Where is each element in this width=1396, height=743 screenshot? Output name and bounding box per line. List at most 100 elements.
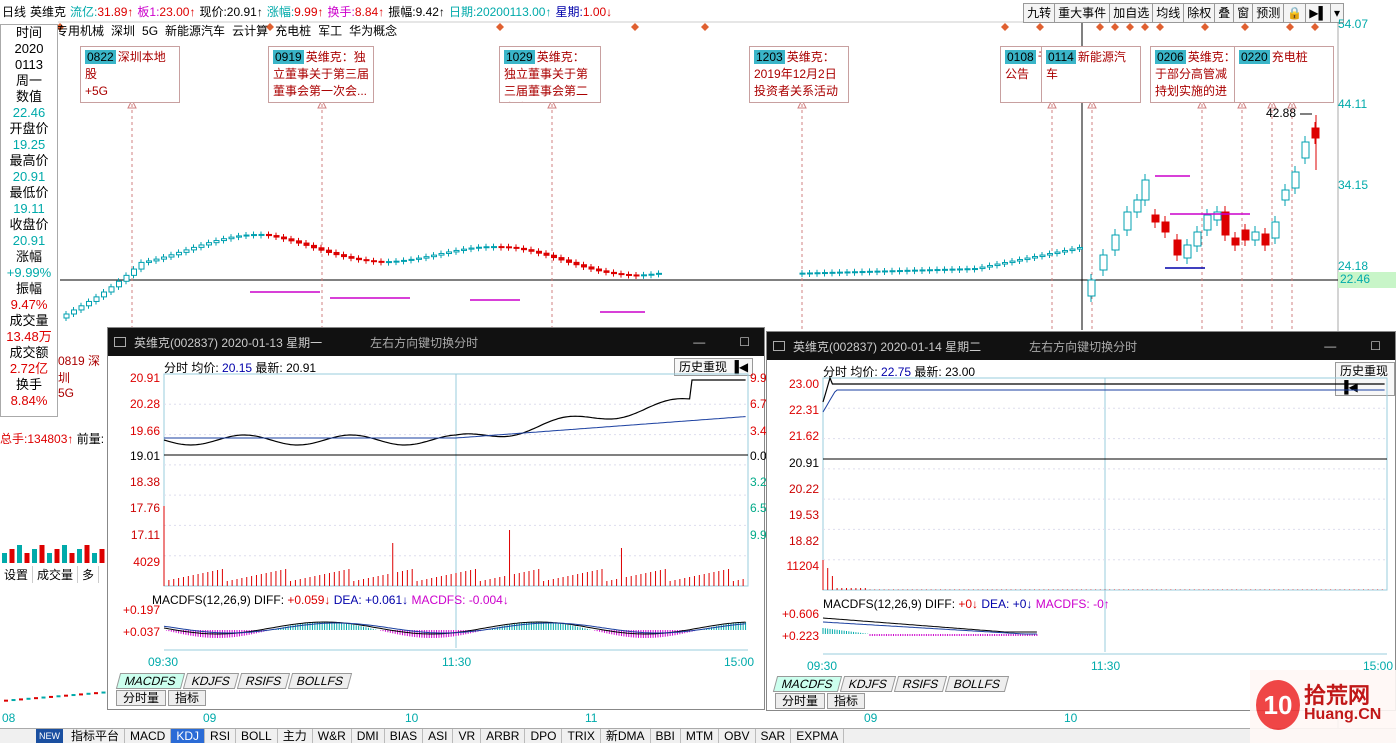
concept-tag[interactable]: 新能源汽车: [165, 24, 226, 38]
indicator-5[interactable]: 主力: [278, 729, 313, 743]
current-price-tag: 22.46: [1338, 272, 1396, 288]
data-key: 收盘价: [9, 217, 49, 232]
volume-tab[interactable]: 多: [78, 566, 100, 583]
popup-volume-label: 11204: [787, 559, 820, 573]
popup1-chart[interactable]: 20.91 20.28 19.66 19.01 18.38 17.76 17.11 9.9 6.…: [108, 328, 766, 711]
toolbar-button-4[interactable]: 除权: [1183, 3, 1216, 23]
time-tick: 11:30: [442, 655, 471, 669]
popup1-macdfs: -0.004↓: [468, 593, 509, 607]
concept-tag[interactable]: 军工: [318, 24, 343, 38]
popup1-replay-button[interactable]: 历史重现 ▐◀: [674, 358, 754, 376]
time-tick: 09:30: [148, 655, 178, 669]
popup1-header-label: 分时 均价:: [164, 361, 223, 375]
popup-y-label: 20.22: [789, 482, 819, 496]
toolbar-button-7[interactable]: 预测: [1252, 3, 1285, 23]
event-box-0114[interactable]: 0114 新能源汽车: [1041, 46, 1141, 103]
concept-tag[interactable]: 云计算: [232, 24, 269, 38]
concept-tag[interactable]: 深圳: [111, 24, 136, 38]
indicator-tab-分时量[interactable]: 分时量: [775, 693, 826, 709]
popup2-dea: +0↓: [1012, 597, 1033, 611]
intraday-popup-1[interactable]: 英维克(002837) 2020-01-13 星期一 左右方向键切换分时 — ☐ …: [107, 327, 766, 711]
data-key: 振幅: [15, 281, 42, 296]
indicator-2[interactable]: KDJ: [171, 729, 206, 743]
toolbar-button-10[interactable]: ▾: [1329, 3, 1344, 23]
indicator-tab-指标[interactable]: 指标: [827, 693, 866, 709]
indicator-tab-rsifs[interactable]: RSIFS: [893, 676, 948, 692]
indicator-8[interactable]: BIAS: [385, 729, 424, 743]
toolbar-button-9[interactable]: ▶▌: [1305, 3, 1331, 23]
volume-tab[interactable]: 设置: [0, 566, 34, 583]
toolbar-button-5[interactable]: 叠: [1214, 3, 1235, 23]
indicator-3[interactable]: RSI: [205, 729, 237, 743]
indicator-tab-分时量[interactable]: 分时量: [116, 690, 167, 706]
popup1-title: 英维克(002837) 2020-01-13 星期一: [134, 335, 323, 350]
indicator-tab-rsifs[interactable]: RSIFS: [236, 673, 291, 689]
indicator-17[interactable]: OBV: [719, 729, 756, 743]
data-key: 成交量: [9, 313, 49, 328]
indicator-1[interactable]: MACD: [125, 729, 172, 743]
indicator-0[interactable]: 指标平台: [66, 729, 126, 743]
indicator-14[interactable]: 新DMA: [601, 729, 651, 743]
indicator-tab-kdjfs[interactable]: KDJFS: [839, 676, 896, 692]
indicator-4[interactable]: BOLL: [236, 729, 278, 743]
indicator-tab-bollfs[interactable]: BOLLFS: [287, 673, 353, 689]
indicator-10[interactable]: VR: [453, 729, 482, 743]
indicator-16[interactable]: MTM: [681, 729, 720, 743]
data-key: 换手: [15, 377, 42, 392]
indicator-11[interactable]: ARBR: [481, 729, 526, 743]
indicator-18[interactable]: SAR: [756, 729, 792, 743]
indicator-9[interactable]: ASI: [423, 729, 454, 743]
minimize-icon[interactable]: —: [693, 335, 706, 349]
concept-tag[interactable]: 专用机械: [56, 24, 105, 38]
indicator-13[interactable]: TRIX: [562, 729, 601, 743]
event-box-0220[interactable]: 0220 充电桩: [1234, 46, 1334, 103]
event-code: 0919: [273, 50, 304, 64]
popup-y-label: 17.76: [130, 501, 160, 515]
data-value: 22.46: [12, 105, 46, 120]
popup1-dea-label: DEA:: [330, 593, 366, 607]
date-tick: 10: [405, 711, 419, 725]
toolbar-button-8[interactable]: 🔒: [1283, 3, 1307, 23]
event-text: 新能源汽车: [1046, 50, 1126, 81]
popup2-title: 英维克(002837) 2020-01-14 星期二: [793, 339, 982, 354]
indicator-tab-macdfs[interactable]: MACDFS: [115, 673, 185, 689]
toolbar-button-1[interactable]: 重大事件: [1054, 3, 1111, 23]
popup-y-label: 18.38: [130, 475, 160, 489]
indicator-tab-指标[interactable]: 指标: [168, 690, 207, 706]
popup2-titlebar[interactable]: 英维克(002837) 2020-01-14 星期二 左右方向键切换分时 — ☐: [767, 332, 1395, 360]
period-label[interactable]: 日线: [2, 4, 27, 19]
indicator-tab-kdjfs[interactable]: KDJFS: [182, 673, 239, 689]
toolbar-button-2[interactable]: 加自选: [1109, 3, 1154, 23]
toolbar-button-3[interactable]: 均线: [1152, 3, 1185, 23]
indicator-15[interactable]: BBI: [651, 729, 681, 743]
popup1-titlebar[interactable]: 英维克(002837) 2020-01-13 星期一 左右方向键切换分时 — ☐: [108, 328, 764, 356]
volume-tab[interactable]: 成交量: [33, 566, 79, 583]
toolbar-button-6[interactable]: 窗: [1233, 3, 1254, 23]
intraday-popup-2[interactable]: 英维克(002837) 2020-01-14 星期二 左右方向键切换分时 — ☐ …: [766, 331, 1396, 711]
event-box-0919[interactable]: 0919 英维克：独立董事关于第三届董事会第一次会...: [268, 46, 374, 103]
stock-info-bar: 日线 英维克 流亿:31.89↑ 板1:23.00↑ 现价:20.91↑ 涨幅:…: [0, 0, 1020, 22]
event-box-1029[interactable]: 1029英维克：独立董事关于第三届董事会第二次会...: [499, 46, 601, 103]
float-cap-value: 31.89↑: [97, 4, 134, 19]
data-key: 成交额: [9, 345, 49, 360]
concept-tag[interactable]: 华为概念: [349, 24, 398, 38]
event-box-1203[interactable]: 1203英维克：2019年12月2日投资者关系活动记录...: [749, 46, 849, 103]
popup2-chart[interactable]: 23.00 22.31 21.62 20.91 20.22 19.53 18.82 11204…: [767, 332, 1396, 712]
indicator-7[interactable]: DMI: [352, 729, 385, 743]
indicator-6[interactable]: W&R: [313, 729, 352, 743]
indicator-19[interactable]: EXPMA: [791, 729, 845, 743]
maximize-icon[interactable]: ☐: [1370, 339, 1381, 353]
popup-y-label: 18.82: [789, 534, 819, 548]
minimize-icon[interactable]: —: [1324, 339, 1337, 353]
maximize-icon[interactable]: ☐: [739, 335, 750, 349]
indicator-12[interactable]: DPO: [525, 729, 563, 743]
concept-tag[interactable]: 充电桩: [275, 24, 312, 38]
concept-tag[interactable]: 5G: [142, 24, 159, 38]
indicator-tab-macdfs[interactable]: MACDFS: [772, 676, 842, 692]
event-text: 充电桩: [1271, 50, 1308, 64]
event-box-0822[interactable]: 0822 深圳本地股 +5G: [80, 46, 180, 103]
indicator-tab-bollfs[interactable]: BOLLFS: [944, 676, 1010, 692]
toolbar-button-0[interactable]: 九转: [1023, 3, 1056, 23]
date-value: 20200113.00↑: [476, 4, 552, 19]
